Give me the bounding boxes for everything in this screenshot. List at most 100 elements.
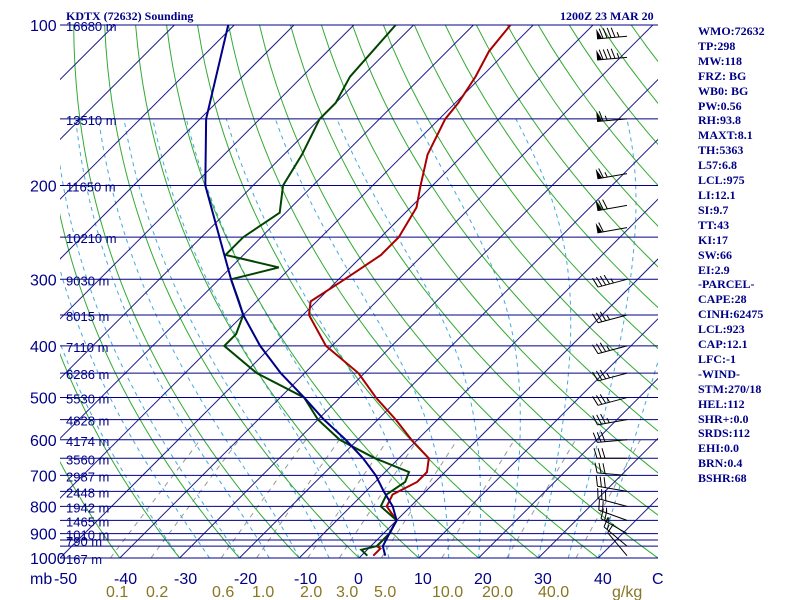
mixing-ratio-tick-label: 3.0 [336,584,358,600]
moist-adiabat [185,118,390,558]
height-label: 13510 m [66,113,117,128]
height-label: 4828 m [66,414,109,429]
isotherm [358,258,658,558]
moist-adiabat [75,118,270,558]
wind-barb [597,488,628,507]
mixing-ratio-tick-label: 20.0 [482,584,513,600]
stat-item: LCL:923 [698,322,745,337]
pressure-tick-label: 600 [30,433,57,450]
isotherm [60,25,534,499]
pressure-axis-label: mb [30,571,52,588]
wind-barb [607,523,628,556]
wind-barb [595,199,628,212]
temperature-tick-label: 0 [354,571,363,588]
moist-adiabat [60,162,240,558]
pressure-tick-label: 800 [30,499,57,516]
pressure-tick-label: 200 [30,178,57,195]
pressure-tick-label: 300 [30,272,57,289]
isotherm [60,25,175,141]
sounding-series [222,25,411,557]
height-label: 167 m [66,552,102,567]
temperature-tick-label: -30 [174,571,197,588]
stat-item: SI:9.7 [698,202,729,217]
sounding-series [307,25,512,557]
height-label: 2987 m [66,469,109,484]
height-label: 790 m [66,534,102,549]
isotherm [179,78,658,558]
temperature-tick-label: -40 [114,571,137,588]
moist-adiabat [415,118,521,558]
mixing-ratio-tick-label: 10.0 [432,584,463,600]
temperature-tick-label: 40 [594,571,612,588]
pressure-tick-label: 700 [30,468,57,485]
stat-item: CAP:12.1 [698,337,748,352]
mixing-ratio-tick-label: 1.0 [252,584,274,600]
sounding-profiles [204,25,512,557]
moist-adiabat [225,118,420,558]
dry-adiabats [60,25,658,558]
wind-barb [595,168,628,180]
wind-barb [603,517,628,547]
wind-barb [596,48,628,61]
wind-barb [592,394,628,406]
wind-barb [592,413,628,426]
stat-item: WMO:72632 [698,24,765,38]
isotherm [60,25,295,260]
isotherm [119,25,654,558]
isotherm [60,25,355,320]
mixing-ratio-tick-label: 0.2 [146,584,168,600]
stat-item: MAXT:8.1 [698,128,753,143]
pressure-tick-label: 400 [30,339,57,356]
wind-barb [593,448,627,459]
wind-barb [595,222,628,234]
temperature-tick-label: -50 [54,571,77,588]
temperature-tick-label: -10 [294,571,317,588]
wind-barbs [592,27,628,556]
station-title: KDTX (72632) Sounding [66,9,194,23]
mixing-ratio-tick-label: 0.6 [212,584,234,600]
wind-barb [592,274,628,288]
moist-adiabat [274,118,450,558]
stat-item: TH:5363 [698,143,744,158]
stat-item: CINH:62475 [698,307,764,322]
wind-barb [594,462,628,476]
pressure-tick-label: 1000 [30,551,66,568]
stat-item: -PARCEL- [698,277,755,292]
stat-item: SW:66 [698,247,733,262]
stat-item: LCL:975 [698,173,745,188]
stat-item: EI:2.9 [698,262,730,277]
height-label: 6286 m [66,367,109,382]
wind-barb [592,342,628,355]
isobars [60,24,658,559]
stat-item: PW:0.56 [698,98,742,113]
height-label: 5530 m [66,392,109,407]
height-label: 2448 m [66,485,109,500]
temperature-tick-label: C [652,571,664,588]
stat-item: SRDS:112 [698,426,751,441]
isotherm [418,318,658,558]
moist-adiabat [98,118,300,558]
height-label: 1942 m [66,500,109,515]
wind-barb [592,369,628,382]
temperature-tick-label: 30 [534,571,552,588]
height-label: 1465 m [66,514,109,529]
wind-barb [592,431,628,443]
stat-item: SHR+:0.0 [698,411,749,426]
stat-item: FRZ: BG [698,68,747,83]
moist-adiabat [60,267,210,558]
stat-item: L57:6.8 [698,158,737,173]
moist-adiabat [336,118,482,558]
stat-item: EHI:0.0 [698,441,740,456]
pressure-tick-label: 500 [30,391,57,408]
height-label: 1010 m [66,528,109,543]
isotherm [538,437,658,558]
dry-adiabat [228,25,599,558]
isotherm [478,377,658,558]
mixing-ratio-tick-label: 40.0 [538,584,569,600]
height-label: 8015 m [66,309,109,324]
mixing-ratio-tick-label: 0.1 [106,584,128,600]
moist-adiabat [515,118,572,558]
temperature-tick-label: 20 [474,571,492,588]
isotherm [60,25,235,200]
